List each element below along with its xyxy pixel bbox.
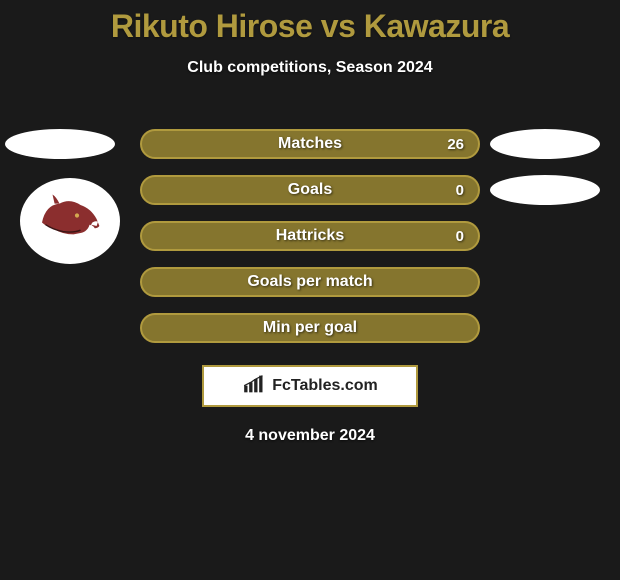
stat-label: Matches	[278, 135, 342, 153]
stat-bar: Min per goal	[140, 313, 480, 343]
stat-label: Goals	[288, 181, 332, 199]
stat-value: 26	[447, 136, 464, 153]
team-badge	[20, 178, 120, 264]
subtitle: Club competitions, Season 2024	[0, 59, 620, 77]
row-matches: Matches 26	[0, 121, 620, 167]
stat-value: 0	[456, 228, 464, 245]
stat-label: Hattricks	[276, 227, 344, 245]
stat-bar: Goals 0	[140, 175, 480, 205]
left-oval-placeholder	[5, 129, 115, 159]
stat-label: Goals per match	[247, 273, 372, 291]
stat-label: Min per goal	[263, 319, 357, 337]
stat-bar: Matches 26	[140, 129, 480, 159]
page-title: Rikuto Hirose vs Kawazura	[0, 0, 620, 45]
fctables-label: FcTables.com	[272, 377, 378, 395]
right-oval-placeholder	[490, 129, 600, 159]
row-gpm: Goals per match	[0, 259, 620, 305]
stat-bar: Hattricks 0	[140, 221, 480, 251]
stat-bar: Goals per match	[140, 267, 480, 297]
bar-chart-icon	[242, 374, 268, 399]
coyote-logo-icon	[35, 189, 105, 254]
date-label: 4 november 2024	[0, 427, 620, 445]
right-oval-placeholder	[490, 175, 600, 205]
stat-value: 0	[456, 182, 464, 199]
row-mpg: Min per goal	[0, 305, 620, 351]
fctables-badge[interactable]: FcTables.com	[202, 365, 418, 407]
